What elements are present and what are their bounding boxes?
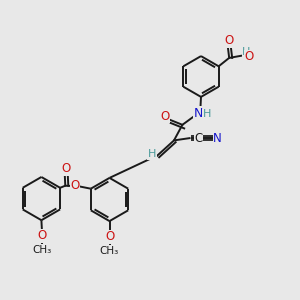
Text: O: O <box>106 230 115 243</box>
Text: N: N <box>193 107 203 120</box>
Text: N: N <box>213 131 222 145</box>
Text: O: O <box>38 229 47 242</box>
Text: O: O <box>161 110 170 123</box>
Text: H: H <box>203 109 211 119</box>
Text: CH₃: CH₃ <box>100 245 119 256</box>
Text: H: H <box>242 47 250 57</box>
Text: O: O <box>61 162 71 175</box>
Text: O: O <box>70 179 80 192</box>
Text: O: O <box>244 50 254 64</box>
Text: C: C <box>194 132 202 145</box>
Text: H: H <box>148 149 156 159</box>
Text: O: O <box>224 34 234 47</box>
Text: CH₃: CH₃ <box>33 244 52 255</box>
